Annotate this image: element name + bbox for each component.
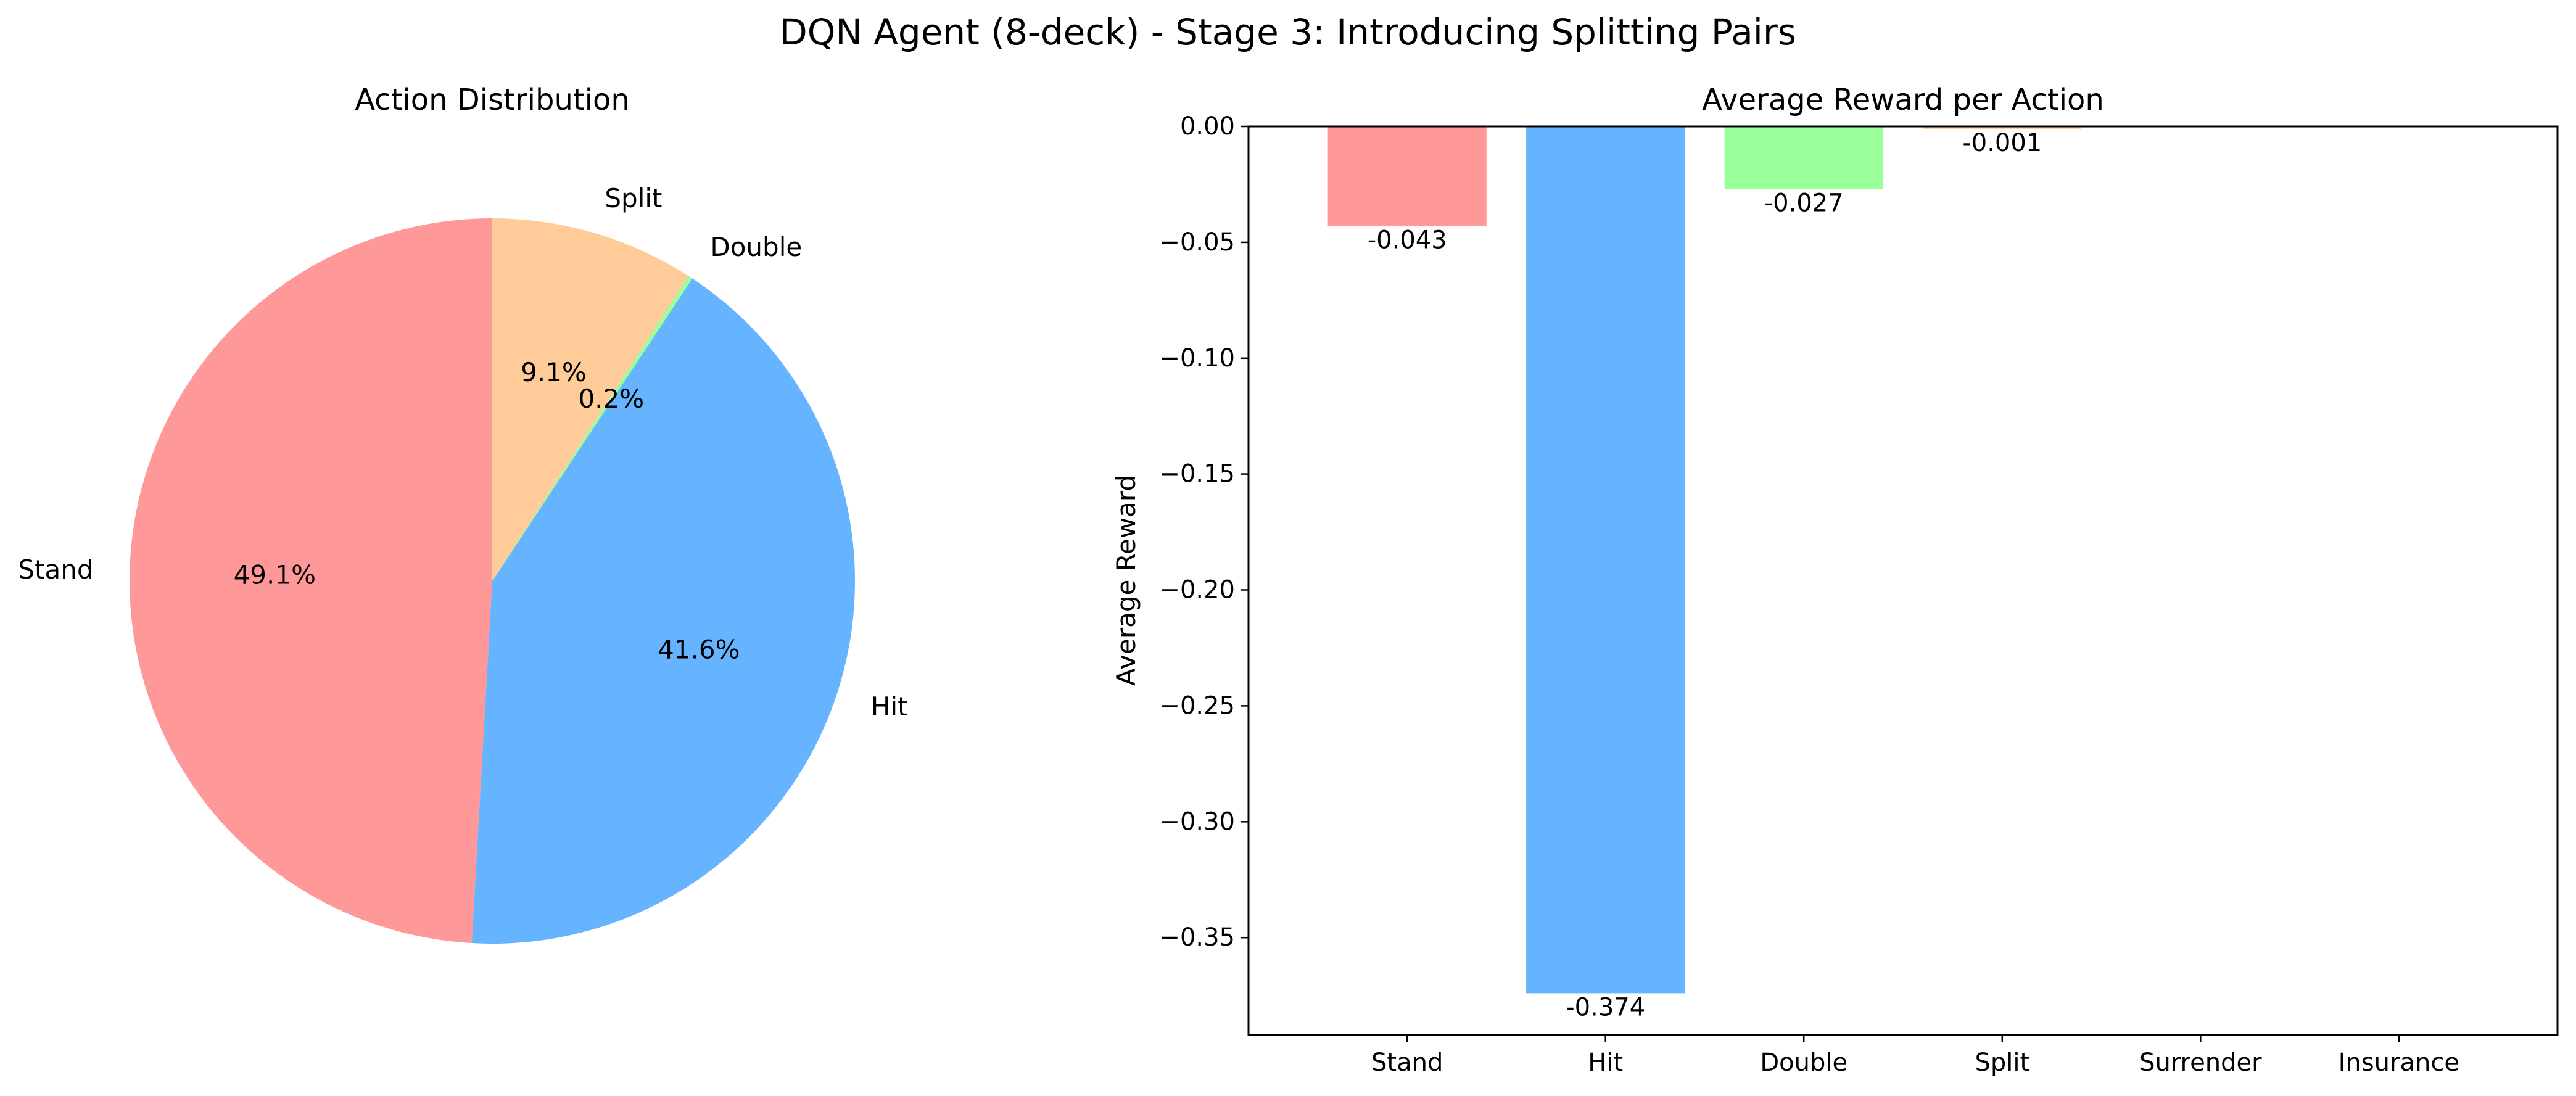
value-label-stand: -0.043	[1368, 226, 1447, 255]
pie-title: Action Distribution	[355, 83, 630, 117]
pie-label-hit: Hit	[871, 691, 908, 722]
pie-chart: Action Distribution Stand 49.1% Hit 41.6% Do…	[18, 83, 908, 944]
x-tick-label-split: Split	[1975, 1049, 2029, 1077]
value-label-double: -0.027	[1764, 189, 1844, 218]
pie-label-split: Split	[605, 183, 662, 213]
bar-chart: Average Reward per Action 0.00 −0.05 −0.10…	[1111, 83, 2559, 1077]
pie-slice-stand	[130, 218, 492, 944]
y-tick-label: −0.05	[1159, 228, 1235, 257]
pie-label-double: Double	[710, 232, 802, 262]
value-label-hit: -0.374	[1566, 993, 1645, 1021]
pie-slices	[130, 218, 856, 944]
pie-pct-double: 0.2%	[578, 384, 644, 414]
figure-title: DQN Agent (8-deck) - Stage 3: Introducin…	[780, 11, 1796, 53]
pie-label-stand: Stand	[18, 554, 93, 585]
y-tick-label: −0.30	[1159, 807, 1235, 836]
x-tick-label-double: Double	[1760, 1049, 1847, 1077]
bar-value-labels: -0.043 -0.374 -0.027 -0.001	[1368, 129, 2042, 1022]
pie-pct-hit: 41.6%	[658, 635, 740, 665]
bar-title: Average Reward per Action	[1702, 83, 2104, 117]
value-label-split: -0.001	[1962, 129, 2042, 157]
x-axis-ticks: Stand Hit Double Split Surrender Insurance	[1371, 1035, 2459, 1077]
pie-slice-split	[492, 218, 689, 581]
x-tick-label-surrender: Surrender	[2139, 1049, 2262, 1077]
bar-marks	[1327, 126, 2082, 994]
pie-slice-double	[492, 276, 693, 581]
x-tick-label-stand: Stand	[1371, 1049, 1443, 1077]
bar-stand	[1327, 126, 1487, 226]
y-tick-label: −0.25	[1159, 691, 1235, 720]
y-tick-label: −0.10	[1159, 344, 1235, 373]
y-axis-label: Average Reward	[1111, 475, 1141, 686]
pie-slice-hit	[471, 278, 856, 944]
pie-pct-stand: 49.1%	[234, 560, 316, 590]
bar-hit	[1526, 126, 1685, 994]
y-tick-label: −0.20	[1159, 576, 1235, 604]
x-tick-label-hit: Hit	[1588, 1049, 1623, 1077]
bar-split	[1923, 126, 2082, 129]
bar-double	[1724, 126, 1883, 189]
plot-frame	[1247, 125, 2559, 1036]
x-tick-label-insurance: Insurance	[2339, 1049, 2459, 1077]
pie-labels: Stand 49.1% Hit 41.6% Double 0.2% Split 9.1%	[18, 183, 907, 722]
y-tick-label: 0.00	[1180, 112, 1235, 141]
y-tick-label: −0.15	[1159, 460, 1235, 488]
y-axis-ticks: 0.00 −0.05 −0.10 −0.15 −0.20 −0.25 −0.30 −0.35	[1159, 112, 1249, 952]
y-tick-label: −0.35	[1159, 923, 1235, 952]
pie-pct-split: 9.1%	[521, 357, 587, 387]
